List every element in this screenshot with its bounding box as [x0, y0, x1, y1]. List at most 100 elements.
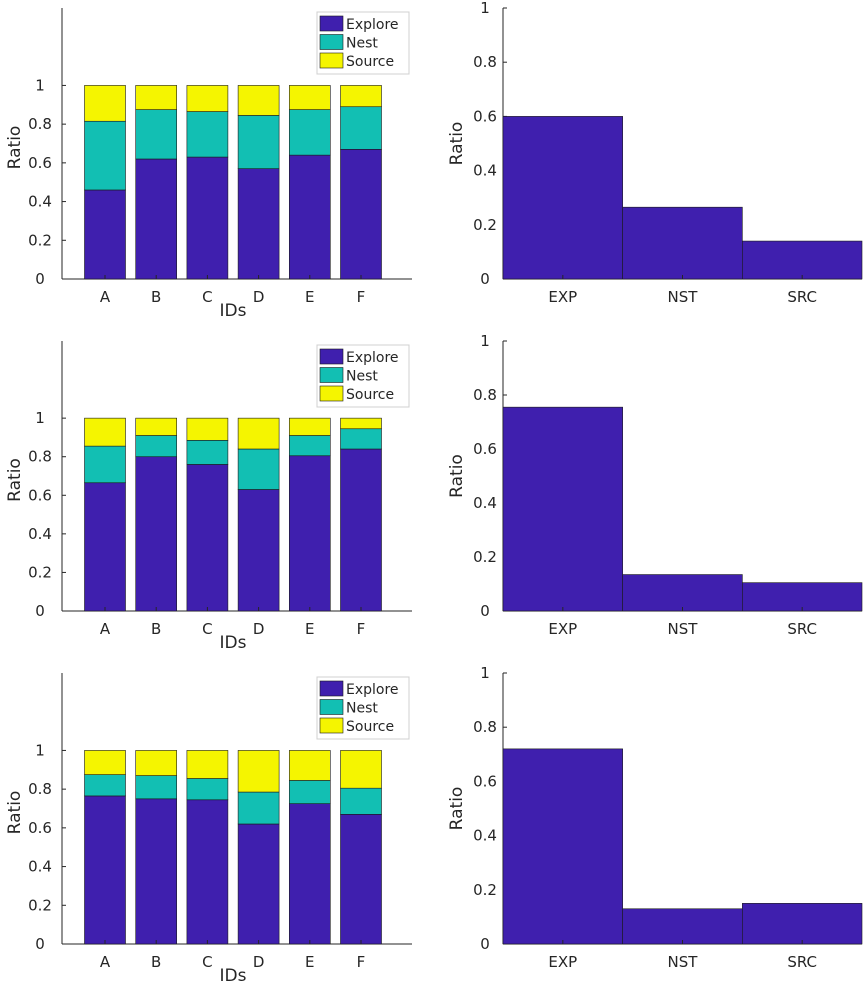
- bar-EXP: [502, 406, 623, 612]
- bar-nest-F: [340, 106, 382, 150]
- y-tick-label: 0.8: [473, 53, 497, 71]
- bar-nest-C: [186, 778, 229, 801]
- bar-EXP: [502, 748, 623, 945]
- x-tick-label: D: [253, 620, 265, 638]
- y-tick-label: 1: [480, 0, 490, 17]
- x-axis-label: IDs: [220, 633, 247, 653]
- x-tick-label: EXP: [548, 288, 577, 306]
- y-tick-label: 0: [480, 270, 490, 288]
- legend-swatch-nest: [319, 34, 344, 50]
- x-tick-label: A: [100, 288, 111, 306]
- legend-swatch-explore: [319, 680, 344, 697]
- y-axis-label: Ratio: [447, 454, 467, 498]
- bar-NST: [622, 908, 743, 945]
- bar-NST: [622, 206, 743, 280]
- x-tick-label: F: [357, 620, 366, 638]
- legend-swatch-nest: [319, 367, 344, 383]
- bar-explore-E: [288, 803, 331, 945]
- legend-label-source: Source: [346, 719, 394, 735]
- bar-explore-C: [186, 799, 229, 945]
- x-tick-label: E: [305, 953, 314, 971]
- x-tick-label: C: [202, 620, 212, 638]
- bar-nest-F: [340, 428, 382, 450]
- x-axis-label: IDs: [220, 301, 247, 321]
- bar-explore-D: [237, 823, 280, 945]
- bar-source-B: [135, 417, 177, 436]
- y-tick-label: 0.2: [473, 216, 497, 234]
- bar-explore-B: [135, 798, 177, 945]
- x-tick-label: D: [253, 953, 265, 971]
- y-tick-label: 0.8: [28, 780, 52, 798]
- bar-source-A: [84, 85, 126, 122]
- bar-source-A: [84, 750, 126, 775]
- x-tick-label: NST: [668, 953, 699, 971]
- y-tick-label: 1: [480, 664, 490, 682]
- y-tick-label: 0: [480, 935, 490, 953]
- y-axis-label: Ratio: [5, 791, 25, 835]
- bar-source-C: [186, 750, 229, 779]
- bar-source-B: [135, 85, 177, 110]
- legend-swatch-nest: [319, 699, 344, 715]
- bar-nest-E: [288, 435, 331, 457]
- bar-explore-B: [135, 456, 177, 612]
- y-tick-label: 0.2: [473, 881, 497, 899]
- x-tick-label: EXP: [548, 953, 577, 971]
- y-tick-label: 0.8: [28, 448, 52, 466]
- y-tick-label: 0.2: [473, 548, 497, 566]
- x-tick-label: NST: [668, 288, 699, 306]
- bar-source-F: [340, 417, 382, 430]
- x-tick-label: A: [100, 953, 111, 971]
- y-tick-label: 0.8: [473, 718, 497, 736]
- bar-nest-F: [340, 787, 382, 815]
- bar-source-C: [186, 85, 229, 112]
- bar-nest-A: [84, 445, 126, 484]
- bar-nest-D: [237, 115, 280, 169]
- x-tick-label: F: [357, 288, 366, 306]
- legend-swatch-explore: [319, 15, 344, 32]
- bar-source-E: [288, 417, 331, 436]
- x-tick-label: D: [253, 288, 265, 306]
- x-tick-label: EXP: [548, 620, 577, 638]
- y-axis-label: Ratio: [447, 122, 467, 166]
- y-tick-label: 1: [35, 409, 45, 427]
- bar-nest-B: [135, 109, 177, 160]
- bar-SRC: [742, 240, 863, 280]
- bar-source-C: [186, 417, 229, 441]
- bar-source-A: [84, 417, 126, 447]
- bar-explore-D: [237, 489, 280, 612]
- x-tick-label: B: [151, 288, 161, 306]
- y-tick-label: 0.4: [28, 858, 52, 876]
- y-tick-label: 0: [480, 602, 490, 620]
- bar-explore-F: [340, 814, 382, 945]
- y-tick-label: 0.6: [473, 772, 497, 790]
- legend-label-explore: Explore: [346, 17, 399, 33]
- x-tick-label: F: [357, 953, 366, 971]
- x-tick-label: SRC: [787, 953, 817, 971]
- bar-explore-B: [135, 158, 177, 280]
- y-tick-label: 1: [35, 76, 45, 94]
- bar-nest-D: [237, 791, 280, 825]
- legend-label-source: Source: [346, 387, 394, 403]
- x-tick-label: E: [305, 288, 314, 306]
- bar-nest-B: [135, 775, 177, 800]
- legend-label-nest: Nest: [346, 369, 378, 385]
- x-tick-label: E: [305, 620, 314, 638]
- x-axis-label: IDs: [220, 966, 247, 983]
- y-tick-label: 0.4: [473, 162, 497, 180]
- y-axis-label: Ratio: [447, 787, 467, 831]
- x-tick-label: SRC: [787, 620, 817, 638]
- y-tick-label: 0.6: [473, 440, 497, 458]
- y-tick-label: 0.4: [28, 525, 52, 543]
- x-tick-label: A: [100, 620, 111, 638]
- y-axis-label: Ratio: [5, 126, 25, 170]
- legend-label-explore: Explore: [346, 350, 399, 366]
- bar-source-B: [135, 750, 177, 776]
- bar-explore-F: [340, 149, 382, 280]
- bar-explore-E: [288, 154, 331, 280]
- bar-explore-C: [186, 464, 229, 612]
- bar-source-F: [340, 85, 382, 108]
- bar-explore-A: [84, 795, 126, 945]
- y-tick-label: 0: [35, 602, 45, 620]
- bar-source-E: [288, 85, 331, 110]
